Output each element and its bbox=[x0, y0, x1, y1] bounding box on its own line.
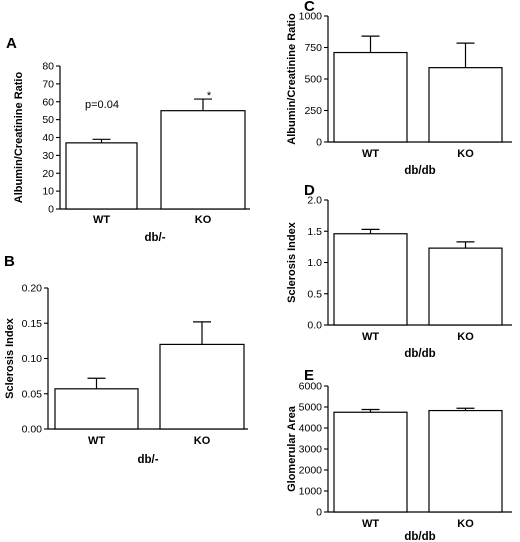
bar-ko bbox=[159, 343, 245, 430]
x-axis-label: db/db bbox=[404, 165, 435, 177]
panel-letter: C bbox=[304, 0, 315, 15]
x-axis-label: db/- bbox=[137, 454, 158, 466]
category-label: WT bbox=[93, 214, 110, 226]
bar-ko bbox=[428, 67, 503, 143]
panel-letter: A bbox=[6, 35, 17, 52]
bar-wt bbox=[65, 142, 138, 210]
y-tick-label: 0 bbox=[316, 137, 322, 149]
y-tick-label: 2000 bbox=[299, 465, 323, 477]
category-label: KO bbox=[195, 214, 212, 226]
y-tick-label: 0.00 bbox=[22, 424, 43, 436]
y-tick-label: 500 bbox=[304, 74, 322, 86]
category-label: WT bbox=[362, 518, 379, 530]
bar-ko bbox=[428, 409, 503, 513]
bar-ko bbox=[160, 110, 246, 210]
y-tick-label: 0 bbox=[316, 507, 322, 519]
y-tick-label: 1.5 bbox=[307, 226, 322, 238]
x-axis-label: db/db bbox=[404, 531, 435, 542]
y-tick-label: 750 bbox=[304, 42, 322, 54]
y-axis-label: Sclerosis Index bbox=[286, 221, 298, 303]
y-tick-label: 40 bbox=[42, 132, 54, 144]
panel-letter: B bbox=[4, 253, 15, 270]
y-tick-label: 4000 bbox=[299, 423, 323, 435]
bar-wt bbox=[333, 411, 408, 513]
panel-e: E 0 1000 2000 3000 4000 5000 6000 WT KO db/db Glome… bbox=[286, 367, 512, 542]
y-tick-label: 50 bbox=[42, 114, 54, 126]
panel-letter: D bbox=[304, 182, 315, 199]
y-tick-label: 10 bbox=[42, 186, 54, 198]
y-tick-label: 0.5 bbox=[307, 288, 322, 300]
y-tick-label: 1000 bbox=[299, 486, 323, 498]
y-tick-label: 30 bbox=[42, 150, 54, 162]
bar-wt bbox=[333, 233, 408, 326]
category-label: KO bbox=[457, 148, 474, 160]
bar-ko bbox=[428, 247, 503, 326]
y-tick-label: 1000 bbox=[299, 11, 323, 23]
category-label: WT bbox=[362, 148, 379, 160]
bar-wt bbox=[333, 51, 408, 143]
y-tick-label: 1.0 bbox=[307, 257, 322, 269]
category-label: KO bbox=[457, 331, 474, 343]
y-tick-label: 6000 bbox=[299, 381, 323, 393]
y-tick-label: 0.0 bbox=[307, 320, 322, 332]
panel-letter: E bbox=[304, 367, 314, 384]
y-tick-label: 2.0 bbox=[307, 195, 322, 207]
x-axis-label: db/- bbox=[144, 232, 165, 244]
y-axis-label: Albumin/Creatinine Ratio bbox=[13, 72, 25, 204]
category-label: KO bbox=[457, 518, 474, 530]
y-axis-label: Glomerular Area bbox=[286, 405, 298, 492]
panel-a: A 0 10 20 30 40 50 60 70 80 WT KO db/- Albumin/Creati… bbox=[6, 35, 250, 244]
y-tick-label: 3000 bbox=[299, 444, 323, 456]
y-tick-label: 5000 bbox=[299, 402, 323, 414]
y-tick-label: 0.20 bbox=[22, 283, 43, 295]
y-axis-label: Albumin/Creatinine Ratio bbox=[286, 13, 298, 145]
category-label: WT bbox=[88, 435, 105, 447]
y-tick-label: 60 bbox=[42, 96, 54, 108]
y-tick-label: 0.05 bbox=[22, 388, 43, 400]
panel-c: C 0 250 500 750 1000 WT KO db/db Albumin/Creatini… bbox=[286, 0, 512, 177]
category-label: KO bbox=[194, 435, 211, 447]
p-value-annotation: p=0.04 bbox=[85, 99, 119, 111]
category-label: WT bbox=[362, 331, 379, 343]
y-axis-label: Sclerosis Index bbox=[4, 317, 16, 399]
panel-b: B 0.00 0.05 0.10 0.15 0.20 WT KO db/- Sclerosis I… bbox=[4, 253, 248, 466]
y-tick-label: 20 bbox=[42, 168, 54, 180]
significance-star: * bbox=[207, 90, 212, 102]
y-tick-label: 0.10 bbox=[22, 353, 43, 365]
y-tick-label: 70 bbox=[42, 78, 54, 90]
y-tick-label: 0.15 bbox=[22, 318, 43, 330]
y-tick-label: 250 bbox=[304, 105, 322, 117]
x-axis-label: db/db bbox=[404, 348, 435, 360]
y-tick-label: 80 bbox=[42, 61, 54, 73]
panel-d: D 0.0 0.5 1.0 1.5 2.0 WT KO db/db Sclerosis Index bbox=[286, 182, 512, 360]
bar-wt bbox=[54, 388, 139, 430]
y-tick-label: 0 bbox=[48, 204, 54, 216]
